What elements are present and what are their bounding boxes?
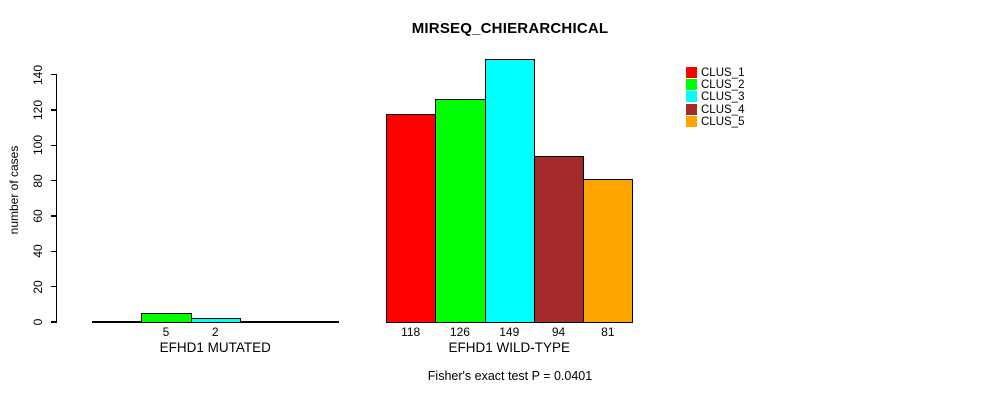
y-tick-label: 60 (31, 209, 45, 223)
caption-pvalue: Fisher's exact test P = 0.0401 (427, 369, 593, 383)
legend-label: CLUS_2 (701, 79, 745, 92)
legend-label: CLUS_1 (701, 67, 745, 79)
bar-clus_4 (533, 155, 585, 323)
bar-clus_2 (435, 99, 486, 323)
y-tick-label: 0 (31, 318, 45, 326)
legend-label: CLUS_5 (701, 115, 745, 128)
legend-swatch-clus_5 (686, 115, 697, 127)
y-axis-tick (51, 285, 57, 288)
bar-value-label: 126 (449, 325, 470, 339)
y-axis-tick (51, 179, 57, 182)
legend-swatch-clus_2 (686, 79, 697, 91)
y-tick-label: 20 (31, 279, 45, 294)
y-tick-label: 100 (31, 135, 45, 156)
y-axis-tick (51, 109, 57, 111)
y-tick-label: 40 (31, 244, 45, 259)
y-tick-label: 120 (31, 100, 45, 121)
group-label: EFHD1 MUTATED (159, 340, 271, 355)
y-axis-tick (51, 321, 57, 323)
legend-label: CLUS_4 (701, 103, 745, 116)
chart-title: MIRSEQ_CHIERARCHICAL (411, 20, 609, 37)
bar-value-label: 118 (401, 325, 421, 339)
legend-swatch-clus_3 (686, 91, 697, 103)
bar-value-label: 149 (499, 325, 520, 339)
bar-value-label: 94 (551, 325, 566, 339)
bar-clus_3 (190, 318, 241, 323)
y-axis-tick (51, 144, 57, 147)
y-axis-line (56, 74, 58, 323)
bar-clus_2 (141, 313, 192, 323)
y-axis-title: number of cases (7, 145, 21, 235)
bar-clus_5 (583, 178, 634, 323)
bar-value-label: 5 (162, 325, 170, 339)
bar-clus_1 (386, 113, 437, 323)
y-tick-label: 80 (31, 174, 45, 188)
legend-swatch-clus_1 (686, 67, 697, 78)
y-tick-label: 140 (31, 64, 45, 85)
group-label: EFHD1 WILD-TYPE (448, 340, 570, 355)
legend-label: CLUS_3 (701, 91, 745, 104)
bar-value-label: 81 (601, 325, 615, 339)
y-axis-tick (51, 215, 57, 217)
bar-clus_3 (484, 58, 535, 323)
legend-swatch-clus_4 (686, 103, 697, 115)
y-axis-tick (51, 250, 57, 253)
y-axis-tick (51, 74, 57, 76)
bar-value-label: 2 (211, 325, 219, 339)
